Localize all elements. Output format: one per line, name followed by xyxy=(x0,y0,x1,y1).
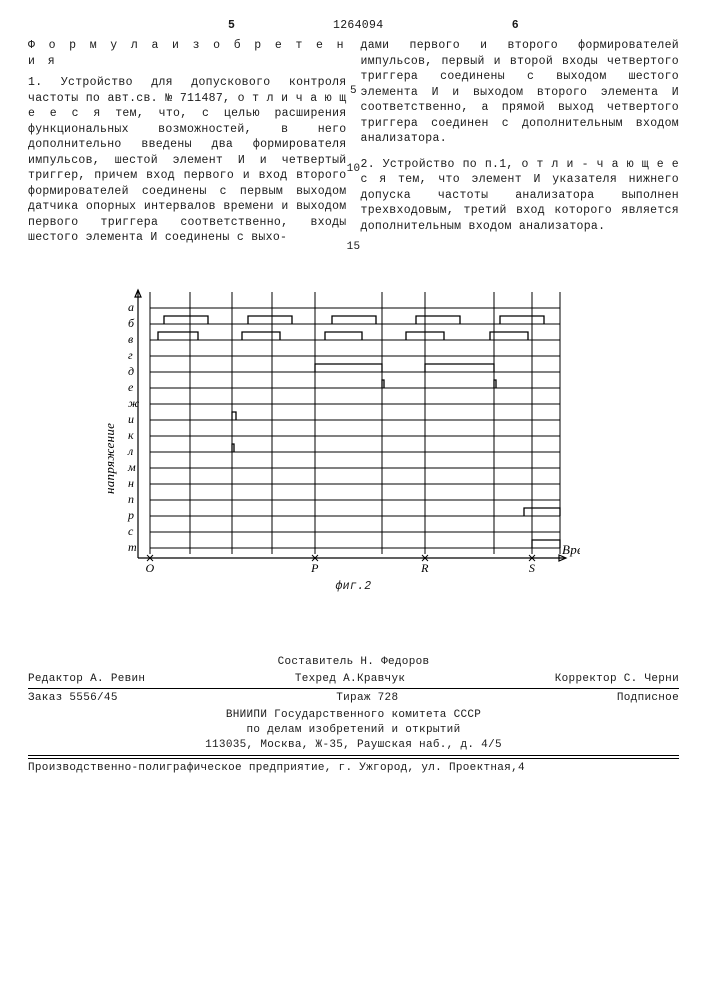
svg-text:Время: Время xyxy=(562,542,580,557)
svg-text:и: и xyxy=(128,412,134,426)
page-header: 5 1264094 6 xyxy=(28,18,679,34)
svg-text:S: S xyxy=(529,561,535,572)
print-run: Тираж 728 xyxy=(336,691,398,706)
tech: Техред А.Кравчук xyxy=(295,672,405,687)
imprint-footer: Составитель Н. Федоров Редактор А. Ревин… xyxy=(28,655,679,776)
formula-heading: Ф о р м у л а и з о б р е т е н и я xyxy=(28,38,347,69)
svg-text:R: R xyxy=(420,561,429,572)
svg-text:м: м xyxy=(127,460,136,474)
svg-text:ж: ж xyxy=(128,396,139,410)
svg-text:к: к xyxy=(128,428,134,442)
col-number-left: 5 xyxy=(228,18,235,34)
svg-text:с: с xyxy=(128,524,134,538)
svg-text:Р: Р xyxy=(310,561,319,572)
subscript: Подписное xyxy=(617,691,679,706)
svg-text:н: н xyxy=(128,476,134,490)
figure-caption: фиг.2 xyxy=(28,579,679,595)
svg-text:напряжение: напряжение xyxy=(102,422,117,493)
corrector: Корректор С. Черни xyxy=(555,672,679,687)
svg-text:б: б xyxy=(128,316,135,330)
line-num-10: 10 xyxy=(344,162,364,177)
svg-text:п: п xyxy=(128,492,134,506)
org-address: 113035, Москва, Ж-35, Раушская наб., д. … xyxy=(28,738,679,753)
doc-number: 1264094 xyxy=(333,18,383,34)
claims-columns: Ф о р м у л а и з о б р е т е н и я 1. У… xyxy=(28,38,679,246)
claim-1-left: 1. Устройство для допускового контроля ч… xyxy=(28,75,347,246)
org-line-1: ВНИИПИ Государственного комитета СССР xyxy=(28,708,679,723)
order-num: Заказ 5556/45 xyxy=(28,691,118,706)
figure-2: напряжениеабвгдежиклмнпрстОРRSВремя фиг.… xyxy=(100,282,679,595)
svg-text:д: д xyxy=(128,364,134,378)
editor: Редактор А. Ревин xyxy=(28,672,145,687)
right-column: дами первого и второго формирователей им… xyxy=(361,38,680,246)
col-number-right: 6 xyxy=(512,18,519,34)
org-line-2: по делам изобретений и открытий xyxy=(28,723,679,738)
line-num-15: 15 xyxy=(344,240,364,255)
claim-2: 2. Устройство по п.1, о т л и - ч а ю щ … xyxy=(361,157,680,235)
left-column: Ф о р м у л а и з о б р е т е н и я 1. У… xyxy=(28,38,347,246)
svg-text:е: е xyxy=(128,380,134,394)
line-num-5: 5 xyxy=(344,84,364,99)
print-house: Производственно-полиграфическое предприя… xyxy=(28,758,679,776)
svg-text:а: а xyxy=(128,300,134,314)
compiler-line: Составитель Н. Федоров xyxy=(28,655,679,670)
timing-diagram: напряжение абвгдежиклмнпрстО Р R S Время xyxy=(100,282,580,572)
svg-text:г: г xyxy=(128,348,133,362)
claim-1-right: дами первого и второго формирователей им… xyxy=(361,38,680,147)
svg-text:р: р xyxy=(127,508,134,522)
svg-text:в: в xyxy=(128,332,134,346)
svg-text:л: л xyxy=(127,444,134,458)
svg-text:О: О xyxy=(146,561,155,572)
svg-text:т: т xyxy=(128,540,137,554)
